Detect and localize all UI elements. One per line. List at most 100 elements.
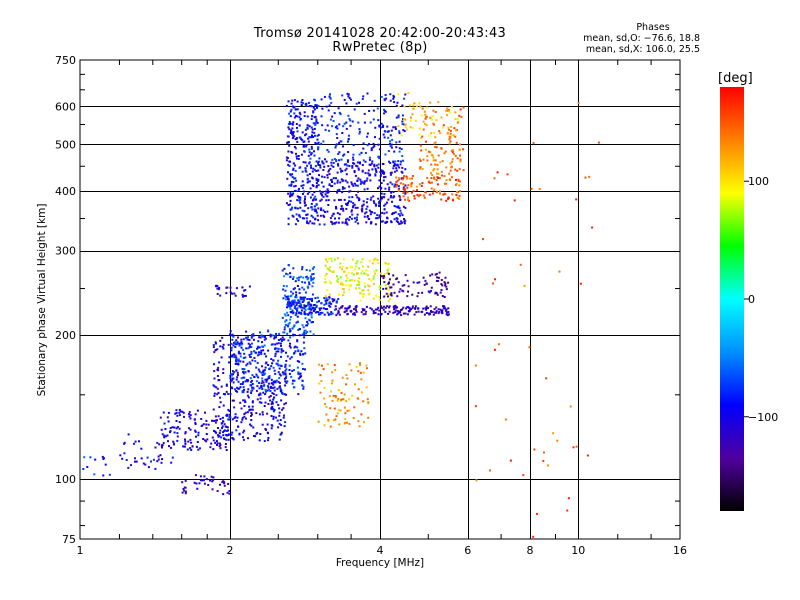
data-point [295,291,298,294]
data-point [234,388,236,391]
data-point [358,425,361,428]
data-point [231,333,234,336]
data-point [422,128,425,131]
data-point [373,165,376,168]
data-point [341,94,344,97]
data-point [197,431,200,434]
data-point [440,116,443,119]
data-point [384,306,387,309]
data-point [390,221,393,224]
data-point [316,211,318,214]
data-point [260,385,263,388]
data-point [306,331,309,333]
data-point [377,262,380,264]
data-point [324,258,327,261]
data-point [336,399,339,402]
data-point [308,151,311,154]
data-point [247,388,250,391]
data-point [282,373,285,376]
data-point [173,431,176,434]
data-point [272,387,275,390]
data-point [397,312,400,315]
data-point [425,282,428,285]
data-point [311,128,314,131]
data-point [400,177,403,180]
data-point [299,118,302,120]
data-point [256,398,259,401]
data-point [423,196,426,199]
data-point [305,104,308,107]
data-point [178,414,181,417]
data-point [373,259,376,262]
data-point [274,355,277,358]
data-point [262,370,265,373]
data-point [258,346,261,349]
data-point [355,102,358,105]
data-point [449,132,452,135]
data-point [330,302,333,305]
data-point [203,439,206,442]
data-point [275,332,277,335]
data-point [262,385,265,388]
data-point [305,213,308,216]
data-point [336,412,339,415]
y-tick-label: 750 [55,54,76,67]
data-point [383,204,386,207]
data-point [213,385,216,388]
data-point [319,311,322,314]
data-point [156,441,159,444]
data-point [308,148,311,151]
data-point [459,154,461,157]
data-point [258,393,261,396]
data-point [381,126,384,128]
data-point [322,162,325,165]
data-point [303,210,306,213]
data-point [230,346,233,349]
data-point [234,362,237,365]
data-point [449,111,452,114]
data-point [284,323,287,326]
data-point [320,380,323,382]
data-point [216,375,219,377]
data-point [353,217,356,220]
data-point [270,385,272,388]
data-point [217,288,220,291]
data-point [338,217,341,220]
data-point [307,277,310,280]
data-point [287,223,290,226]
data-point [311,170,314,173]
data-point [401,155,404,157]
data-point [235,390,238,392]
data-point [371,160,374,163]
data-point [216,387,219,390]
data-point [386,183,389,186]
data-point [310,206,313,209]
data-point [278,411,281,414]
data-point [170,446,172,449]
data-point [366,132,369,135]
data-point [212,408,215,411]
data-point [382,179,385,182]
data-point [410,181,413,184]
data-point [342,258,345,261]
data-point [401,221,404,224]
data-point [252,334,255,337]
data-point [310,311,313,314]
data-point [290,290,293,293]
data-point [300,375,303,378]
data-point [288,328,291,331]
data-point [351,183,354,186]
data-point [225,426,228,428]
data-point [216,490,219,492]
data-point [287,305,290,308]
data-point [352,156,354,159]
data-point [285,393,288,396]
data-point [344,284,347,287]
data-point [172,440,175,443]
data-point [213,394,216,397]
data-point [280,424,283,426]
data-point [355,305,358,308]
data-point [218,445,221,448]
data-point [232,381,235,384]
data-point [272,415,275,418]
